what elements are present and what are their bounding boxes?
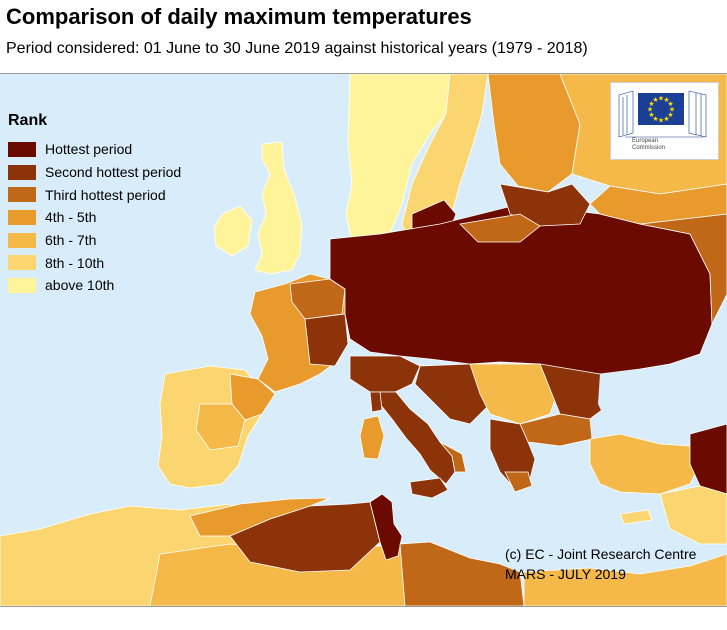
legend-label: above 10th — [45, 277, 115, 294]
region-libya — [399, 541, 525, 606]
region-turkey-west — [589, 433, 701, 495]
legend-label: 8th - 10th — [45, 254, 105, 271]
legend-item: 6th - 7th — [8, 229, 181, 252]
region-italy — [379, 391, 456, 485]
region-tunisia — [369, 493, 403, 561]
region-corsica — [369, 391, 383, 413]
region-italy-south — [439, 441, 467, 473]
legend-label: Hottest period — [45, 141, 133, 158]
legend-swatch — [8, 187, 36, 203]
region-cyprus — [619, 509, 653, 525]
map-area[interactable] — [0, 73, 727, 607]
eu-star-icon: ★ — [658, 95, 664, 103]
eu-flag — [638, 93, 684, 125]
legend-swatch — [8, 164, 36, 180]
legend-item: above 10th — [8, 274, 181, 297]
legend-label: Third hottest period — [45, 186, 166, 203]
region-levant — [659, 485, 727, 545]
legend-swatch — [8, 277, 36, 293]
map-legend: Rank Hottest period Second hottest period… — [8, 112, 181, 297]
legend-label: 4th - 5th — [45, 209, 97, 226]
logo-graphic: ★ ★★★★★★★★★★★ — [618, 90, 707, 138]
eu-star-icon: ★ — [648, 111, 654, 119]
legend-item: 8th - 10th — [8, 251, 181, 274]
region-spain-centre — [195, 403, 246, 451]
eu-star-icon: ★ — [667, 111, 673, 119]
region-sicily — [409, 477, 449, 499]
legend-title: Rank — [8, 112, 48, 129]
region-egypt — [523, 553, 727, 606]
legend-item: Hottest period — [8, 138, 181, 161]
legend-swatch — [8, 255, 36, 271]
legend-swatch — [8, 209, 36, 225]
eu-star-icon: ★ — [648, 100, 654, 108]
legend-label: Second hottest period — [45, 164, 182, 181]
region-poland-north — [459, 213, 541, 243]
legend-label: 6th - 7th — [45, 232, 97, 249]
eu-star-icon: ★ — [667, 100, 673, 108]
legend-item: Third hottest period — [8, 183, 181, 206]
region-algeria-coast — [189, 497, 331, 537]
legend-swatch — [8, 141, 36, 157]
map-subtitle: Period considered: 01 June to 30 June 20… — [6, 40, 588, 57]
eu-star-icon: ★ — [658, 117, 664, 125]
legend-item: 4th - 5th — [8, 206, 181, 229]
european-commission-logo: ★ ★ ★ ★ ★ ★ ★ ★ ★ ★ ★ ★ European Commission — [610, 82, 719, 160]
region-romania — [539, 363, 611, 420]
region-greece-south — [504, 471, 533, 493]
map-title: Comparison of daily maximum temperatures — [6, 4, 472, 29]
credit-line-2: MARS - JULY 2019 — [505, 566, 626, 582]
region-great-britain — [254, 141, 303, 275]
logo-text: European Commission — [632, 138, 666, 151]
eu-star-icon: ★ — [663, 115, 669, 123]
credit-line-1: (c) EC - Joint Research Centre — [505, 546, 697, 562]
eu-star-icon: ★ — [663, 96, 669, 104]
region-ireland — [213, 205, 253, 257]
black-sea — [598, 369, 720, 439]
legend-swatch — [8, 232, 36, 248]
map-canvas — [0, 74, 727, 606]
region-italy-north — [349, 355, 421, 393]
eu-star-icon: ★ — [647, 106, 653, 114]
eu-star-icon: ★ — [669, 106, 675, 114]
region-sardinia — [359, 415, 385, 460]
eu-star-icon: ★ — [652, 96, 658, 104]
legend-items: Hottest period Second hottest period Third… — [8, 138, 181, 297]
region-russia-south — [589, 183, 727, 225]
eu-star-icon: ★ — [652, 115, 658, 123]
legend-item: Second hottest period — [8, 161, 181, 184]
region-ukraine-east — [639, 213, 727, 325]
